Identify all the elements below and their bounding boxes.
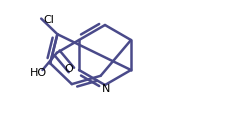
Text: HO: HO: [30, 67, 47, 77]
Text: N: N: [101, 83, 110, 93]
Text: O: O: [64, 63, 72, 73]
Text: Cl: Cl: [43, 14, 54, 24]
